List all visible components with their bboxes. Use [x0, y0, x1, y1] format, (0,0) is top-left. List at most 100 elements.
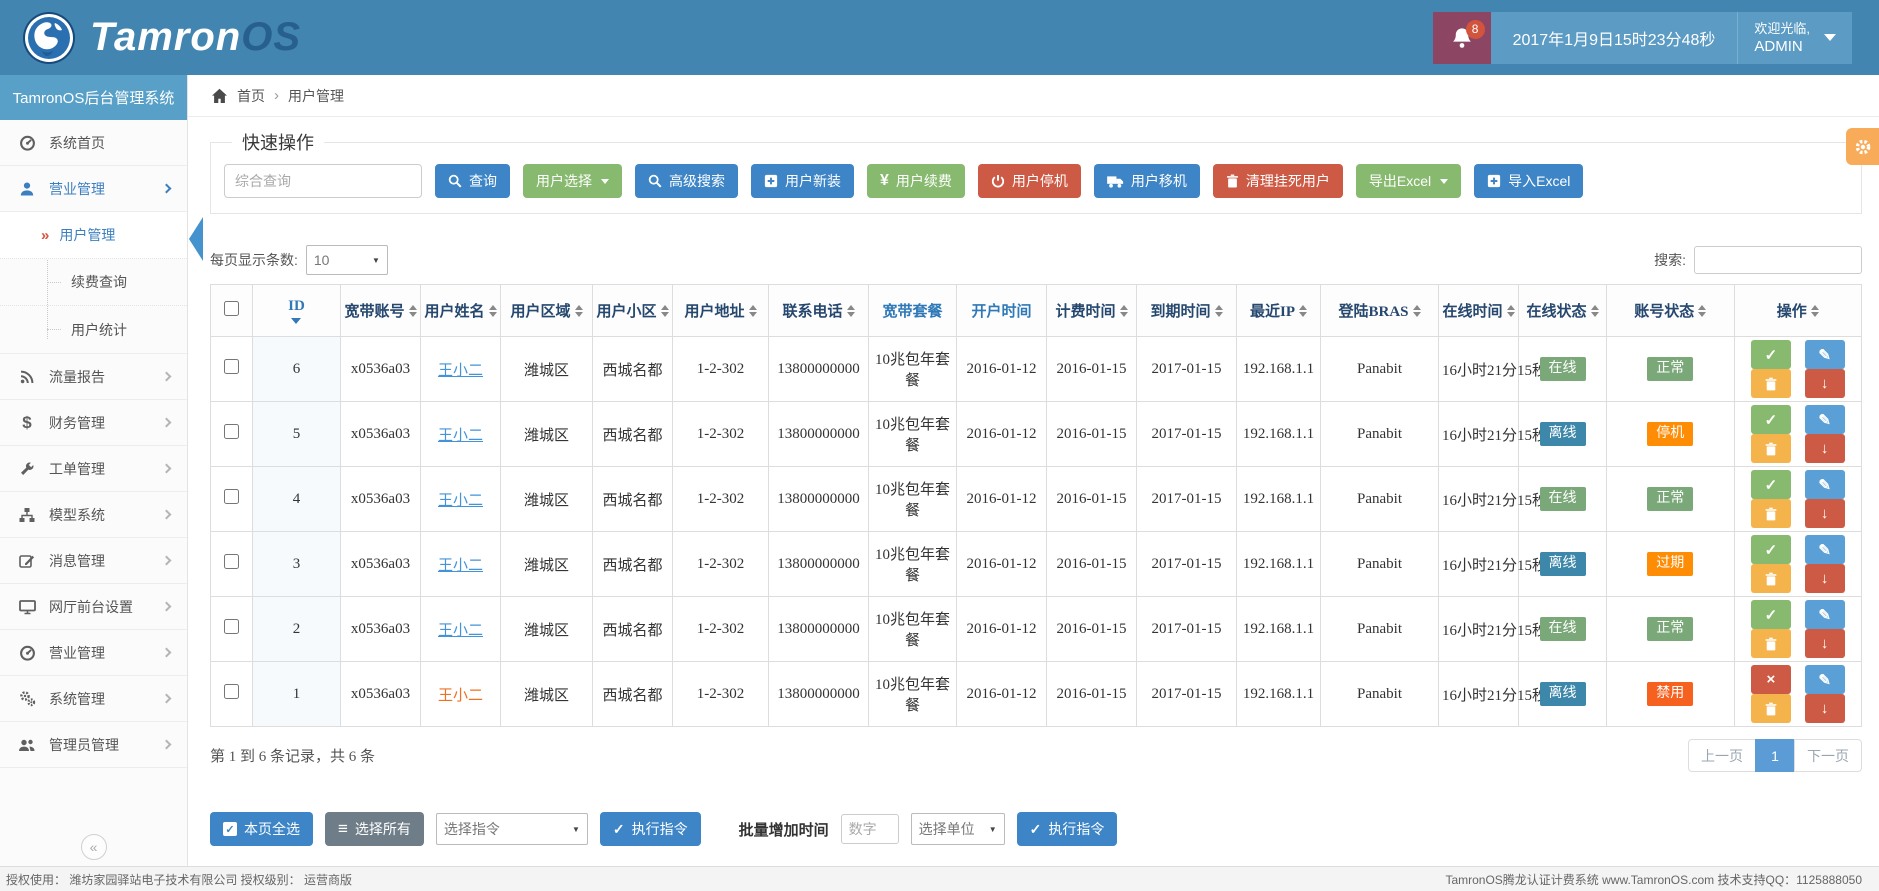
sidebar-item-workorder[interactable]: 工单管理 — [0, 446, 187, 492]
delete-button[interactable] — [1750, 369, 1791, 398]
combined-query-input[interactable] — [224, 164, 422, 198]
user-new-install-button[interactable]: 用户新装 — [751, 164, 854, 198]
column-header[interactable]: 开户时间 — [956, 284, 1047, 337]
column-header[interactable]: 用户地址 — [672, 284, 769, 337]
column-header[interactable]: 宽带账号 — [340, 284, 421, 337]
sidebar-subitem-user-mgmt[interactable]: » 用户管理 — [0, 212, 187, 259]
toggle-status-button[interactable]: ✓ — [1750, 470, 1791, 499]
user-select-button[interactable]: 用户选择 — [523, 164, 622, 198]
download-button[interactable]: ↓ — [1804, 369, 1845, 398]
advanced-search-button[interactable]: 高级搜索 — [635, 164, 738, 198]
notifications-button[interactable]: 8 — [1432, 11, 1491, 64]
sidebar-item-finance[interactable]: $ 财务管理 — [0, 400, 187, 446]
breadcrumb-home[interactable]: 首页 — [237, 87, 265, 104]
delete-button[interactable] — [1750, 629, 1791, 658]
sidebar-item-admins[interactable]: 管理员管理 — [0, 722, 187, 768]
export-excel-button[interactable]: 导出Excel — [1355, 164, 1462, 198]
column-header[interactable]: 操作 — [1733, 284, 1862, 337]
import-excel-button[interactable]: 导入Excel — [1474, 164, 1584, 198]
toggle-status-button[interactable]: ✓ — [1750, 340, 1791, 369]
column-header[interactable]: 用户区域 — [500, 284, 593, 337]
user-move-button[interactable]: 用户移机 — [1093, 164, 1200, 198]
select-page-button[interactable]: ✓ 本页全选 — [210, 812, 313, 846]
prev-page-button[interactable]: 上一页 — [1688, 739, 1756, 772]
table-search-input[interactable] — [1694, 246, 1862, 274]
per-page-select[interactable]: 10 ▼ — [305, 245, 388, 275]
row-checkbox[interactable] — [224, 684, 239, 699]
user-name-link[interactable]: 王小二 — [437, 622, 483, 639]
column-header[interactable]: 计费时间 — [1046, 284, 1137, 337]
download-button[interactable]: ↓ — [1804, 694, 1845, 723]
delete-button[interactable] — [1750, 564, 1791, 593]
toggle-status-button[interactable]: ✓ — [1750, 600, 1791, 629]
edit-button[interactable]: ✎ — [1804, 470, 1845, 499]
sidebar-item-business2[interactable]: 营业管理 — [0, 630, 187, 676]
row-checkbox[interactable] — [224, 619, 239, 634]
edit-button[interactable]: ✎ — [1804, 340, 1845, 369]
expire-date-cell: 2017-01-15 — [1136, 661, 1237, 727]
user-menu[interactable]: 欢迎光临, ADMIN — [1737, 11, 1852, 64]
column-header[interactable]: 登陆BRAS — [1320, 284, 1439, 337]
sidebar-collapse-button[interactable]: « — [80, 834, 107, 860]
edit-button[interactable]: ✎ — [1804, 600, 1845, 629]
sidebar-item-system[interactable]: 系统管理 — [0, 676, 187, 722]
download-button[interactable]: ↓ — [1804, 434, 1845, 463]
user-stop-button[interactable]: 用户停机 — [977, 164, 1081, 198]
column-header[interactable]: 在线时间 — [1438, 284, 1519, 337]
edit-button[interactable]: ✎ — [1804, 535, 1845, 564]
sidebar-item-traffic[interactable]: 流量报告 — [0, 354, 187, 400]
delete-button[interactable] — [1750, 499, 1791, 528]
clean-dead-users-button[interactable]: 清理挂死用户 — [1212, 164, 1343, 198]
user-name-link[interactable]: 王小二 — [437, 362, 483, 379]
column-header[interactable]: 账号状态 — [1606, 284, 1735, 337]
column-header[interactable]: 最近IP — [1236, 284, 1321, 337]
user-name-link[interactable]: 王小二 — [437, 557, 483, 574]
sidebar-item-home[interactable]: 系统首页 — [0, 120, 187, 166]
command-select[interactable]: 选择指令 ▼ — [435, 813, 588, 845]
select-all-checkbox[interactable] — [224, 300, 239, 316]
user-name-link[interactable]: 王小二 — [437, 687, 483, 704]
page-1-button[interactable]: 1 — [1755, 739, 1795, 772]
row-checkbox[interactable] — [224, 489, 239, 504]
unit-select[interactable]: 选择单位 ▼ — [910, 813, 1005, 845]
query-button[interactable]: 查询 — [435, 164, 510, 198]
toggle-status-button[interactable]: ✓ — [1750, 535, 1791, 564]
per-page-control: 每页显示条数: 10 ▼ — [210, 245, 388, 275]
column-header[interactable]: 用户姓名 — [420, 284, 501, 337]
download-button[interactable]: ↓ — [1804, 629, 1845, 658]
toggle-status-button[interactable]: × — [1750, 665, 1791, 694]
column-header[interactable]: ID — [252, 284, 341, 337]
sidebar-item-business[interactable]: 营业管理 — [0, 166, 187, 212]
settings-gear-tab[interactable] — [1846, 128, 1879, 165]
user-name-link[interactable]: 王小二 — [437, 427, 483, 444]
edit-button[interactable]: ✎ — [1804, 405, 1845, 434]
row-checkbox[interactable] — [224, 554, 239, 569]
next-page-button[interactable]: 下一页 — [1794, 739, 1862, 772]
column-header[interactable]: 在线状态 — [1518, 284, 1607, 337]
sidebar-subitem-user-stats[interactable]: 用户统计 — [0, 306, 187, 353]
row-checkbox[interactable] — [224, 424, 239, 439]
column-header[interactable]: 宽带套餐 — [868, 284, 957, 337]
edit-button[interactable]: ✎ — [1804, 665, 1845, 694]
execute-command-button[interactable]: ✓ 执行指令 — [599, 812, 701, 846]
delete-button[interactable] — [1750, 694, 1791, 723]
user-name-link[interactable]: 王小二 — [437, 492, 483, 509]
column-header[interactable]: 联系电话 — [768, 284, 869, 337]
delete-button[interactable] — [1750, 434, 1791, 463]
execute-batch-time-button[interactable]: ✓ 执行指令 — [1016, 812, 1118, 846]
sidebar-item-message[interactable]: 消息管理 — [0, 538, 187, 584]
sidebar-item-portal[interactable]: 网厅前台设置 — [0, 584, 187, 630]
sidebar-item-model[interactable]: 模型系统 — [0, 492, 187, 538]
column-header[interactable]: 用户小区 — [592, 284, 673, 337]
download-button[interactable]: ↓ — [1804, 499, 1845, 528]
column-header[interactable]: 到期时间 — [1136, 284, 1237, 337]
user-renew-button[interactable]: ¥ 用户续费 — [867, 164, 965, 198]
toggle-status-button[interactable]: ✓ — [1750, 405, 1791, 434]
trash-icon — [1226, 174, 1239, 188]
batch-number-input[interactable] — [840, 814, 899, 844]
select-all-button[interactable]: ≡ 选择所有 — [325, 812, 424, 846]
download-button[interactable]: ↓ — [1804, 564, 1845, 593]
sidebar-subitem-renew-query[interactable]: 续费查询 — [0, 259, 187, 306]
account-cell: x0536a03 — [340, 531, 421, 597]
row-checkbox[interactable] — [224, 359, 239, 374]
